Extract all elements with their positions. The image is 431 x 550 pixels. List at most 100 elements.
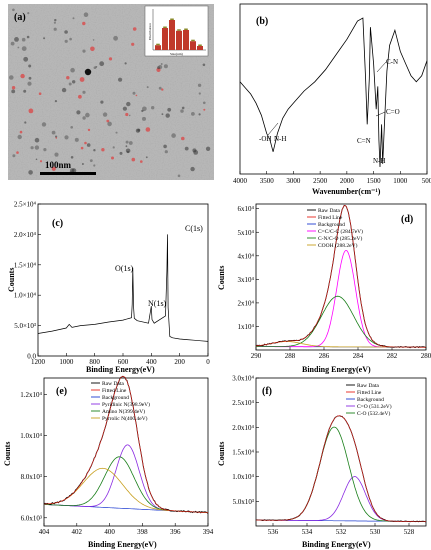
y-tick-label-c: 5.0×10³ [14, 322, 36, 330]
x-tick-label-c: 1000 [59, 358, 74, 366]
particle [55, 137, 58, 139]
x-tick-label-b: 3000 [286, 177, 301, 185]
x-tick-label-e: 398 [137, 528, 148, 536]
particle [28, 64, 32, 68]
xlabel-c: Binding Energy(eV) [86, 365, 155, 374]
panel-label-d: (d) [401, 214, 413, 225]
ylabel-c: Counts [7, 268, 16, 292]
particle [118, 77, 123, 82]
inset-bar [197, 46, 203, 50]
panel-label-c: (c) [52, 218, 63, 229]
y-tick-label-f: 2.0x10⁴ [232, 424, 254, 432]
particle [28, 170, 33, 175]
y-tick-label-f: 3.0x10⁴ [232, 375, 254, 383]
x-tick-label-b: 1000 [393, 177, 408, 185]
particle [24, 121, 27, 124]
inset-bar-cap [198, 44, 202, 46]
legend-label: C=O (531.2eV) [357, 403, 392, 410]
particle [38, 92, 42, 95]
particle [107, 121, 112, 127]
particle [66, 76, 70, 80]
xlabel-d: Binding Energy(eV) [302, 365, 371, 374]
x-tick-label-c: 600 [118, 358, 129, 366]
panel-label-e: (e) [56, 386, 67, 397]
particle [21, 46, 27, 51]
particle [74, 137, 79, 142]
particle [167, 107, 172, 112]
inset-histogram: Distribution Size(nm) [144, 5, 209, 57]
arrow-cn [376, 61, 387, 73]
y-tick-label-c: 0.0 [27, 353, 36, 361]
particle [190, 166, 195, 172]
particle [161, 88, 164, 91]
xlabel-b: Wavenumber(cm⁻¹) [312, 187, 381, 196]
y-tick-label-d: 5x10⁴ [238, 229, 255, 237]
particle [53, 21, 57, 24]
arrow-co [375, 111, 386, 117]
inset-bar [176, 30, 182, 50]
particle [160, 63, 163, 65]
particle [158, 65, 163, 69]
ylabel-f: Counts [217, 442, 226, 466]
scale-bar-label: 100nm [45, 160, 72, 170]
particle [92, 39, 95, 41]
panel-a: (a) 100nm Distribution Size(nm) [8, 4, 214, 180]
x-tick-label-b: 2000 [340, 177, 355, 185]
inset-bar-cap [163, 26, 167, 28]
particle [95, 66, 98, 68]
panel-c: (c) 1200 1000 800 600 400 200 0 0.0 5.0×10³ 1.0×1… [7, 201, 210, 375]
axes-d: 290 288 286 284 282 280 1x10⁴ 2x10⁴ 3x10⁴ 4x10⁴ 5x… [238, 205, 431, 360]
particle [191, 112, 195, 116]
particle [9, 75, 14, 80]
particle [34, 145, 40, 150]
particle [70, 168, 75, 173]
particle [124, 62, 127, 65]
legend-label: Pyridinic N(398.9eV) [102, 401, 150, 408]
particle [184, 146, 189, 151]
inset-bars [152, 9, 206, 51]
particle [23, 89, 27, 93]
y-tick-label-d: 4x10⁴ [238, 252, 255, 260]
y-tick-label-e: 1.2x10⁴ [20, 391, 42, 399]
ann-nh-1: N-H [274, 135, 286, 143]
inset-ylabel: Distribution [148, 23, 152, 40]
tem-particles [9, 8, 211, 178]
particle [125, 145, 128, 148]
x-tick-label-f: 532 [336, 528, 347, 536]
axes-b: 4000 3500 3000 2500 2000 1500 1000 500 [233, 171, 431, 185]
particle [203, 101, 206, 105]
panel-label-f: (f) [262, 386, 272, 397]
particle [125, 112, 129, 117]
inset-bar-cap [156, 43, 160, 46]
plot-frame-f [255, 377, 427, 527]
fitted-line [256, 415, 426, 522]
legend-label: Raw Data [102, 381, 124, 387]
particle [89, 159, 93, 163]
inset-bar [155, 45, 161, 50]
x-tick-label-f: 536 [268, 528, 279, 536]
x-tick-label-b: 500 [422, 177, 431, 185]
particle [122, 106, 127, 111]
panel-label-a: (a) [14, 12, 26, 23]
ann-c1s: C(1s) [185, 224, 203, 233]
particle [70, 67, 75, 73]
particle [70, 156, 74, 159]
x-tick-label-d: 282 [387, 352, 398, 360]
legend-label: Fitted Line [357, 390, 382, 396]
particle [69, 37, 72, 41]
y-tick-label-f: 1.5x10⁴ [232, 449, 254, 457]
raw-data-line [255, 415, 427, 523]
particle [113, 35, 118, 41]
particle [27, 81, 32, 86]
x-tick-label-f: 528 [404, 528, 415, 536]
legend-label: C-N/C-O (285.2eV) [318, 235, 362, 242]
y-tick-label-d: 2x10⁴ [238, 299, 255, 307]
particle [39, 160, 43, 163]
particle [84, 68, 92, 76]
component-peak [256, 476, 426, 522]
particle [132, 91, 136, 95]
particle [85, 112, 90, 118]
particle [165, 113, 170, 118]
